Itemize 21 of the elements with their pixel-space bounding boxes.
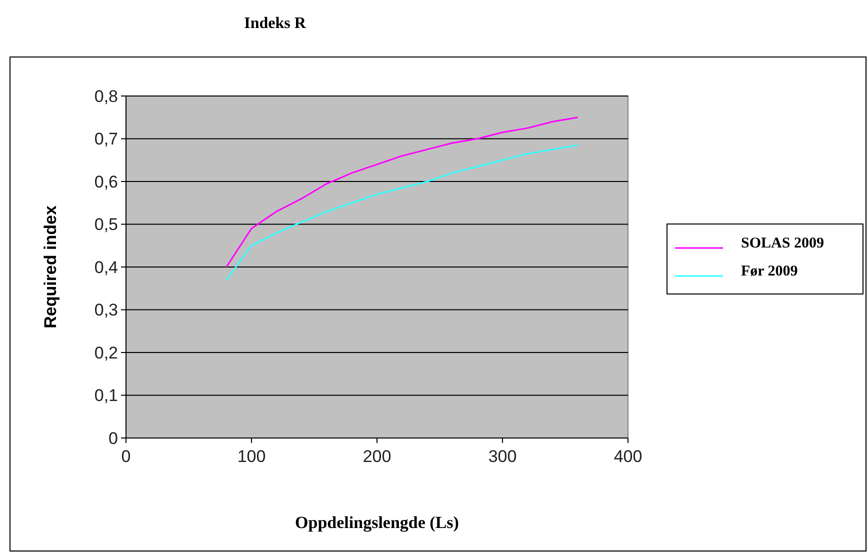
y-tick-label: 0,2 bbox=[94, 343, 118, 362]
y-tick-label: 0,8 bbox=[94, 86, 118, 106]
y-tick-label: 0,7 bbox=[94, 130, 118, 149]
x-tick-label: 0 bbox=[121, 447, 131, 466]
x-tick-label: 100 bbox=[237, 447, 266, 466]
y-tick-label: 0,4 bbox=[94, 258, 118, 277]
line-series bbox=[226, 144, 579, 281]
legend-label: Før 2009 bbox=[741, 264, 798, 280]
chart-title: Indeks R bbox=[244, 15, 306, 32]
y-tick-label: 0,1 bbox=[94, 386, 118, 406]
y-tick-label: 0,3 bbox=[94, 300, 118, 320]
legend-label: SOLAS 2009 bbox=[741, 236, 824, 252]
y-tick-label: 0,6 bbox=[94, 172, 118, 192]
y-axis-title: Required index bbox=[41, 205, 60, 328]
x-tick-label: 400 bbox=[614, 447, 642, 466]
x-tick-label: 200 bbox=[362, 447, 392, 466]
y-tick-label: 0,5 bbox=[94, 215, 118, 234]
x-tick-label: 300 bbox=[488, 447, 517, 466]
line-series bbox=[226, 116, 579, 268]
y-tick-label: 0 bbox=[108, 428, 118, 448]
x-axis-title: Oppdelingslengde (Ls) bbox=[295, 513, 459, 532]
